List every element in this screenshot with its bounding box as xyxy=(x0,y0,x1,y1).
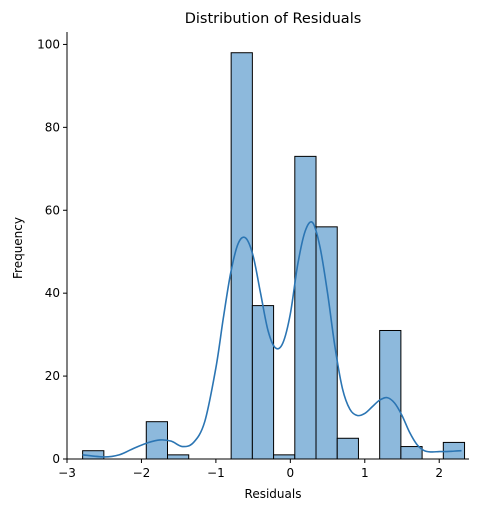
histogram-bar xyxy=(336,437,359,460)
x-tick-label: 2 xyxy=(435,466,443,480)
histogram-bar xyxy=(400,446,423,460)
histogram-bar xyxy=(379,329,402,460)
y-tick-label: 80 xyxy=(45,120,60,134)
x-tick-label: −1 xyxy=(207,466,225,480)
x-axis-label: Residuals xyxy=(245,487,302,501)
histogram-bar xyxy=(294,155,317,460)
kde-curve xyxy=(82,221,462,458)
histogram-bar xyxy=(167,454,190,460)
y-tick-label: 0 xyxy=(52,452,60,466)
y-axis-label: Frequency xyxy=(11,217,25,279)
y-tick-label: 100 xyxy=(37,37,60,51)
histogram-bar xyxy=(251,305,275,460)
chart-title: Distribution of Residuals xyxy=(185,11,362,27)
y-tick-label: 60 xyxy=(45,203,60,217)
y-tick-label: 20 xyxy=(45,369,60,383)
x-tick-label: 1 xyxy=(361,466,369,480)
x-tick-label: 0 xyxy=(287,466,295,480)
bars-layer xyxy=(82,52,466,460)
axes-layer xyxy=(66,32,469,460)
y-tick-label: 40 xyxy=(45,286,60,300)
x-tick-label: −2 xyxy=(133,466,151,480)
histogram-bar xyxy=(273,454,296,460)
kde-layer xyxy=(82,221,462,458)
x-tick-label: −3 xyxy=(58,466,76,480)
